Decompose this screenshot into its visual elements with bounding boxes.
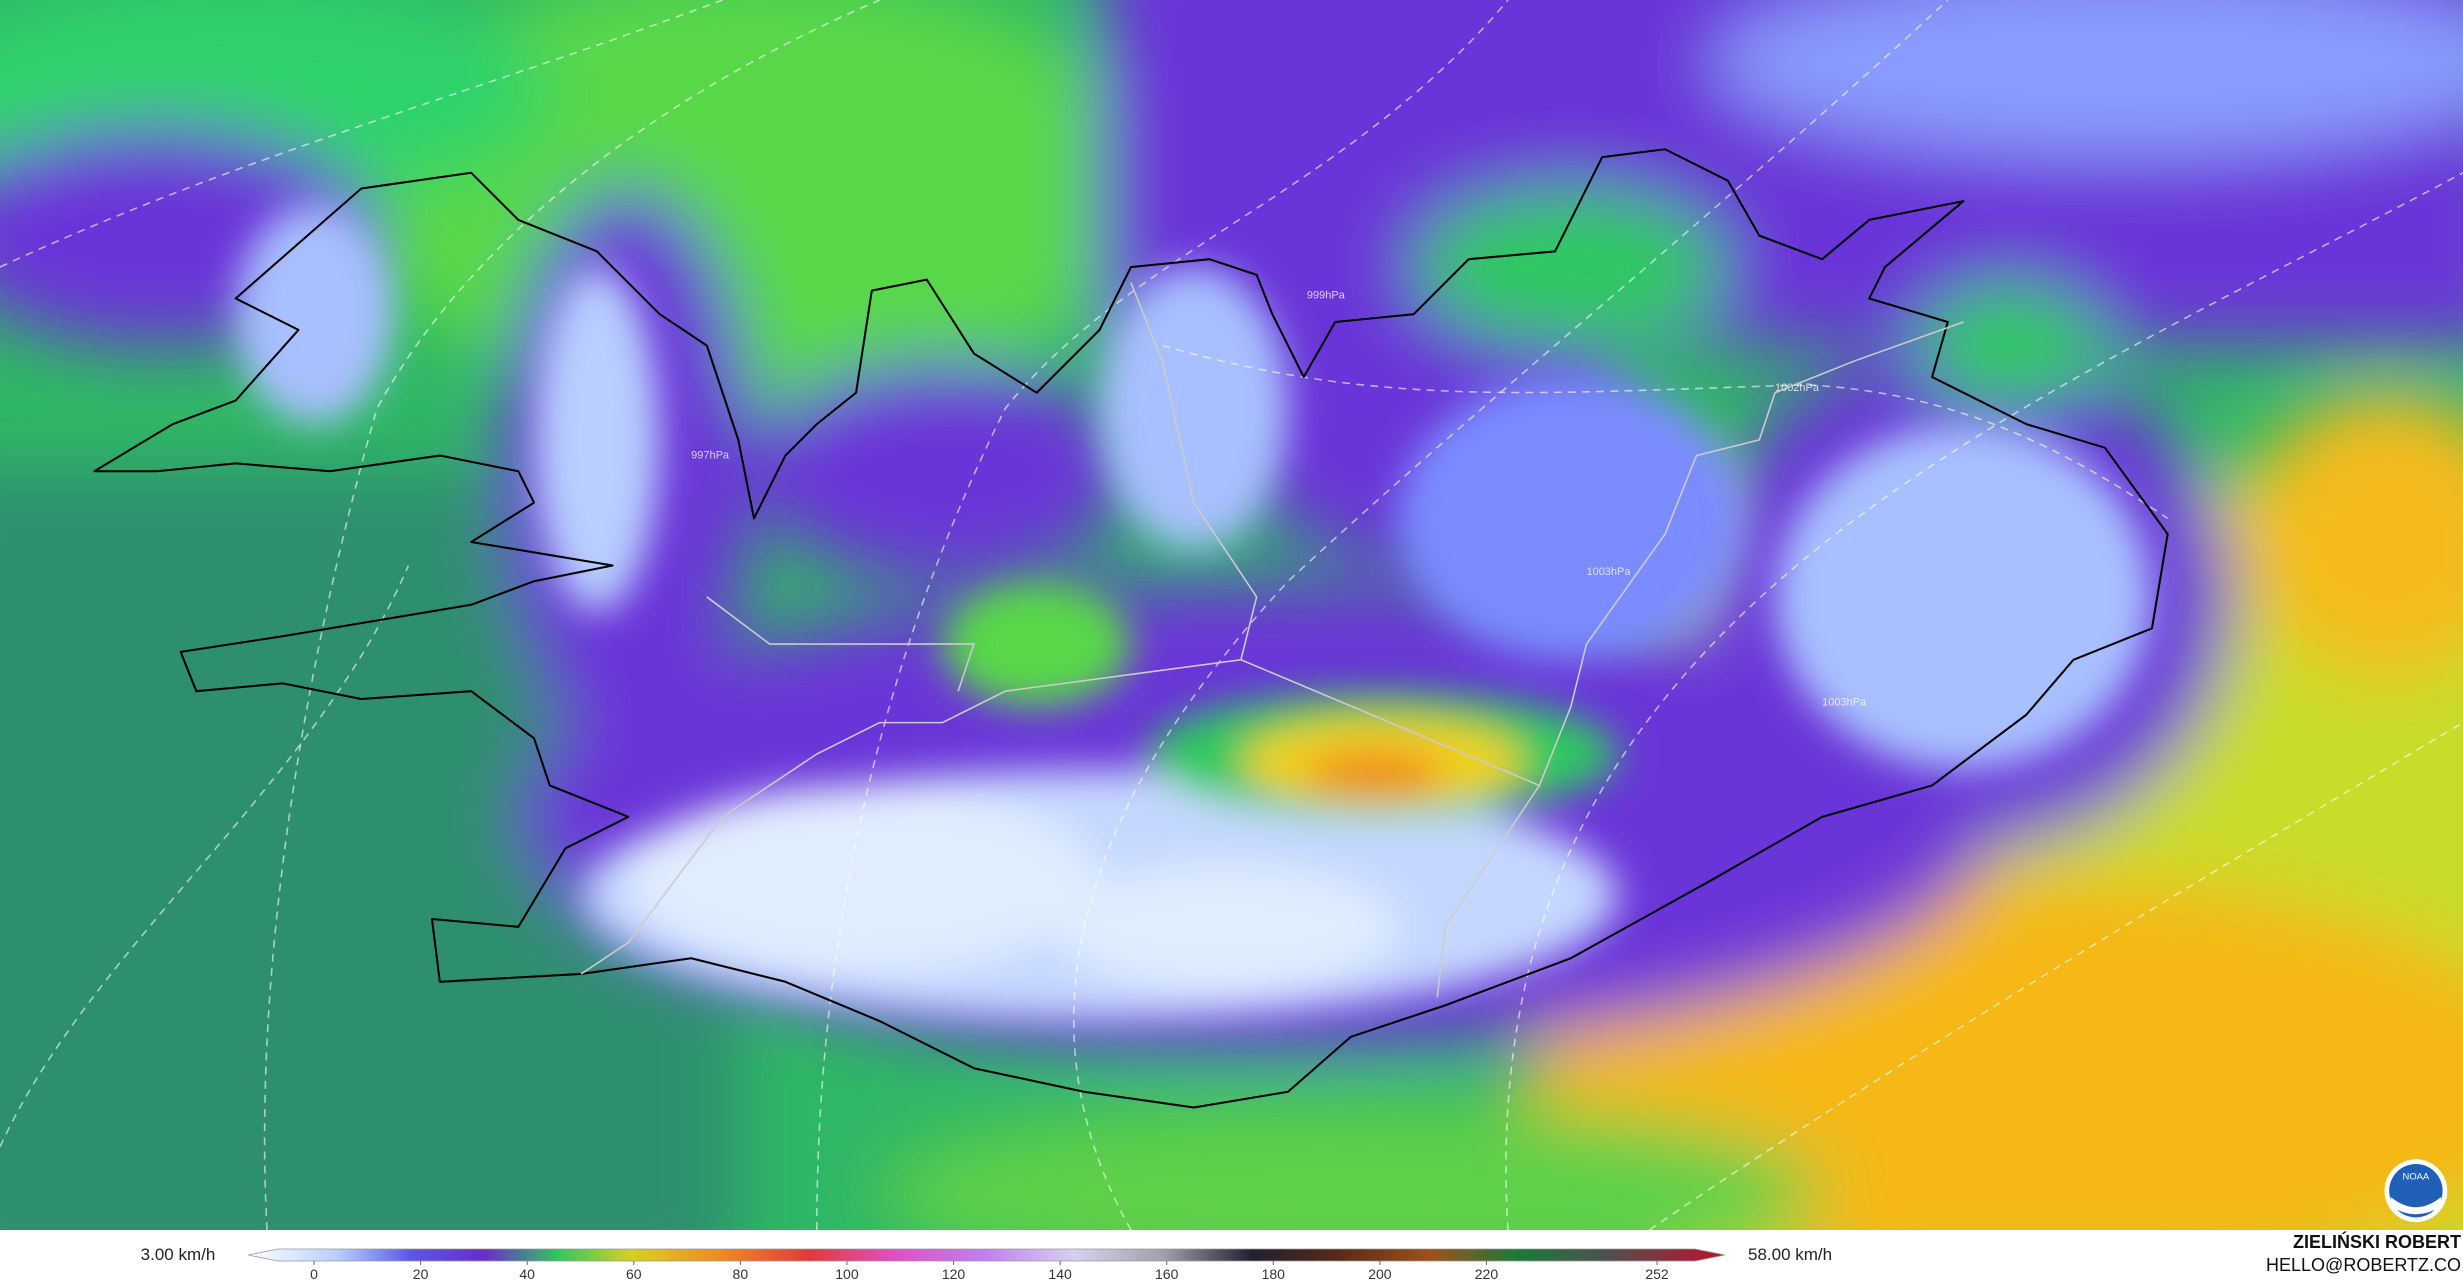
legend: 3.00 km/h 58.00 km/h 0 20 40 60 80 100 120 140 1… [141, 1231, 2461, 1282]
colorbar-tick-label: 0 [310, 1266, 318, 1282]
colorbar-tick-label: 220 [1475, 1266, 1499, 1282]
colorbar-tick-label: 180 [1262, 1266, 1286, 1282]
contour-label: 999hPa [1307, 289, 1346, 301]
colorbar-tick-label: 100 [835, 1266, 859, 1282]
contour-label: 1003hPa [1822, 696, 1867, 708]
colorbar-ticks: 0 20 40 60 80 100 120 140 160 180 200 220 252 [310, 1261, 1669, 1282]
wind-map: 999hPa 1002hPa 1003hPa 1003hPa 997hPa NO… [0, 0, 2463, 1230]
wind-field: 999hPa 1002hPa 1003hPa 1003hPa 997hPa NO… [0, 0, 2463, 1230]
colorbar-tick-label: 40 [519, 1266, 535, 1282]
credit-name: ZIELIŃSKI ROBERT [2293, 1231, 2461, 1252]
colorbar-tick-label: 140 [1048, 1266, 1072, 1282]
colorbar-tick-label: 252 [1645, 1266, 1669, 1282]
contour-label: 1003hPa [1586, 566, 1631, 578]
region-borders [580, 282, 1964, 998]
colorbar-tick-label: 200 [1368, 1266, 1392, 1282]
colorbar-tick-label: 120 [942, 1266, 966, 1282]
logo: NOAA [2384, 1159, 2448, 1223]
contour-labels: 999hPa 1002hPa 1003hPa 1003hPa 997hPa [691, 289, 1867, 708]
coastline [93, 148, 2169, 1109]
contour-label: 1002hPa [1775, 382, 1820, 394]
colorbar-tick-label: 20 [413, 1266, 429, 1282]
logo-text: NOAA [2403, 1171, 2430, 1182]
colorbar-tick-label: 160 [1155, 1266, 1179, 1282]
colorbar-tick-label: 80 [733, 1266, 749, 1282]
colorbar-min-label: 3.00 km/h [141, 1245, 216, 1264]
colorbar [247, 1248, 1726, 1262]
colorbar-tick-label: 60 [626, 1266, 642, 1282]
contour-label: 997hPa [691, 450, 730, 462]
colorbar-max-label: 58.00 km/h [1748, 1245, 1832, 1264]
credit-contact: HELLO@ROBERTZ.CO [2266, 1255, 2461, 1275]
